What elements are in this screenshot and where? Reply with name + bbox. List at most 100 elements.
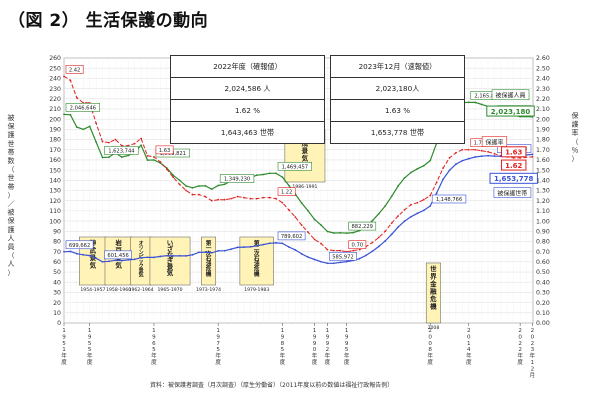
left-tick-label: 150: [49, 167, 61, 174]
x-tick-label-char: 3: [531, 347, 535, 353]
data-point: [133, 142, 136, 145]
data-point: [178, 179, 181, 182]
data-point: [217, 198, 220, 201]
era-band-label-char: 金: [429, 279, 437, 288]
data-point: [101, 156, 104, 159]
x-tick-label-char: 9: [313, 341, 317, 347]
stats-2023-header: 2023年12月（速報値）: [330, 55, 465, 78]
data-point: [255, 197, 258, 200]
data-point: [410, 215, 412, 218]
data-point: [377, 212, 380, 215]
data-point: [461, 148, 464, 151]
x-tick-label-char: 年: [87, 352, 93, 360]
x-tick-label-char: 9: [326, 334, 330, 340]
data-point: [307, 209, 310, 212]
data-point: [69, 250, 72, 253]
era-band-label-char: 機: [206, 270, 212, 278]
x-tick-label-char: 度: [87, 358, 93, 366]
data-point: [275, 241, 277, 244]
data-point: [165, 254, 168, 257]
x-tick-label-char: 4: [467, 347, 471, 353]
right-axis-title-char: ％: [572, 146, 579, 154]
data-point: [172, 174, 175, 177]
stats-2022-households: 1,643,463 世帯: [170, 121, 325, 144]
data-point: [210, 188, 213, 191]
data-point: [172, 176, 175, 179]
callout-box: [493, 187, 532, 198]
data-point: [95, 122, 98, 125]
data-point: [487, 154, 489, 157]
data-point: [140, 144, 142, 147]
x-tick-label-char: 2: [531, 341, 535, 347]
x-tick-label-char: 1: [531, 360, 535, 366]
point-label-box: [65, 240, 94, 250]
data-point: [320, 242, 322, 245]
era-band-years: 1954-1957: [80, 287, 105, 293]
left-axis-title-char: 護: [8, 225, 15, 234]
era-band-years: 1962-1964: [129, 287, 154, 293]
source-note: 資料：被保護者調査（月次調査）（厚生労働省）（2011年度以前の数値は福祉行政報…: [150, 382, 394, 389]
x-tick-label-char: 度: [312, 358, 318, 366]
callout-box: [481, 136, 508, 147]
data-point: [377, 236, 380, 239]
data-point: [332, 262, 335, 265]
right-tick-label: 0.30: [536, 290, 550, 297]
point-label-box: [277, 161, 313, 171]
data-point: [114, 138, 117, 141]
page-title: （図 2） 生活保護の動向: [8, 11, 209, 31]
x-tick-label-char: 度: [517, 358, 523, 366]
era-band-label-char: オ: [139, 240, 144, 247]
data-point: [397, 215, 399, 217]
left-tick-label: 210: [49, 106, 61, 113]
left-axis-title-char: ）: [8, 191, 15, 199]
data-point: [455, 151, 457, 154]
x-tick-label-char: 年: [530, 352, 536, 360]
data-point: [307, 256, 310, 259]
point-label-text: 2,165,895: [474, 93, 500, 99]
data-point: [281, 176, 284, 179]
data-point: [75, 252, 78, 255]
data-point: [345, 232, 348, 235]
left-tick-label: 260: [49, 55, 61, 62]
data-point: [461, 159, 464, 162]
data-point: [429, 159, 432, 162]
data-point: [159, 161, 162, 163]
x-tick-label-char: 年: [325, 352, 331, 360]
data-point: [146, 154, 149, 157]
point-label-box: [277, 187, 296, 196]
callout-text: 被保護世帯: [497, 189, 527, 197]
x-tick-label-char: 9: [216, 334, 220, 340]
data-point: [140, 137, 142, 140]
point-label-box: [65, 103, 101, 112]
data-point: [236, 246, 239, 249]
data-point: [120, 144, 123, 147]
data-point: [82, 253, 85, 256]
left-tick-label: 40: [53, 279, 61, 286]
data-point: [422, 198, 425, 201]
data-point: [422, 164, 425, 167]
x-tick-label-char: 1: [467, 341, 471, 347]
data-point: [275, 172, 277, 175]
data-point: [198, 251, 200, 254]
x-tick-label-char: 8: [281, 341, 285, 347]
data-point: [255, 244, 258, 247]
data-point: [403, 177, 406, 179]
point-label-box: [329, 251, 357, 261]
era-band-label-char: 景: [302, 146, 309, 155]
left-axis-title-char: （: [8, 252, 15, 260]
data-point: [108, 141, 110, 144]
data-point: [185, 189, 187, 192]
callout-box: [501, 159, 527, 171]
x-tick-label-char: 1: [216, 328, 220, 334]
x-tick-label-char: 5: [152, 347, 156, 353]
data-point: [422, 209, 425, 212]
era-band-label-char: 気: [115, 261, 122, 270]
data-point: [191, 193, 194, 196]
x-tick-label-char: 度: [280, 358, 286, 366]
data-point: [390, 233, 393, 236]
left-axis-title-char: ／: [8, 200, 15, 208]
right-tick-label: 2.50: [536, 65, 550, 72]
era-band-label-char: 気: [139, 272, 144, 279]
era-band-years: 1965-1970: [157, 287, 182, 293]
data-point: [480, 103, 483, 106]
